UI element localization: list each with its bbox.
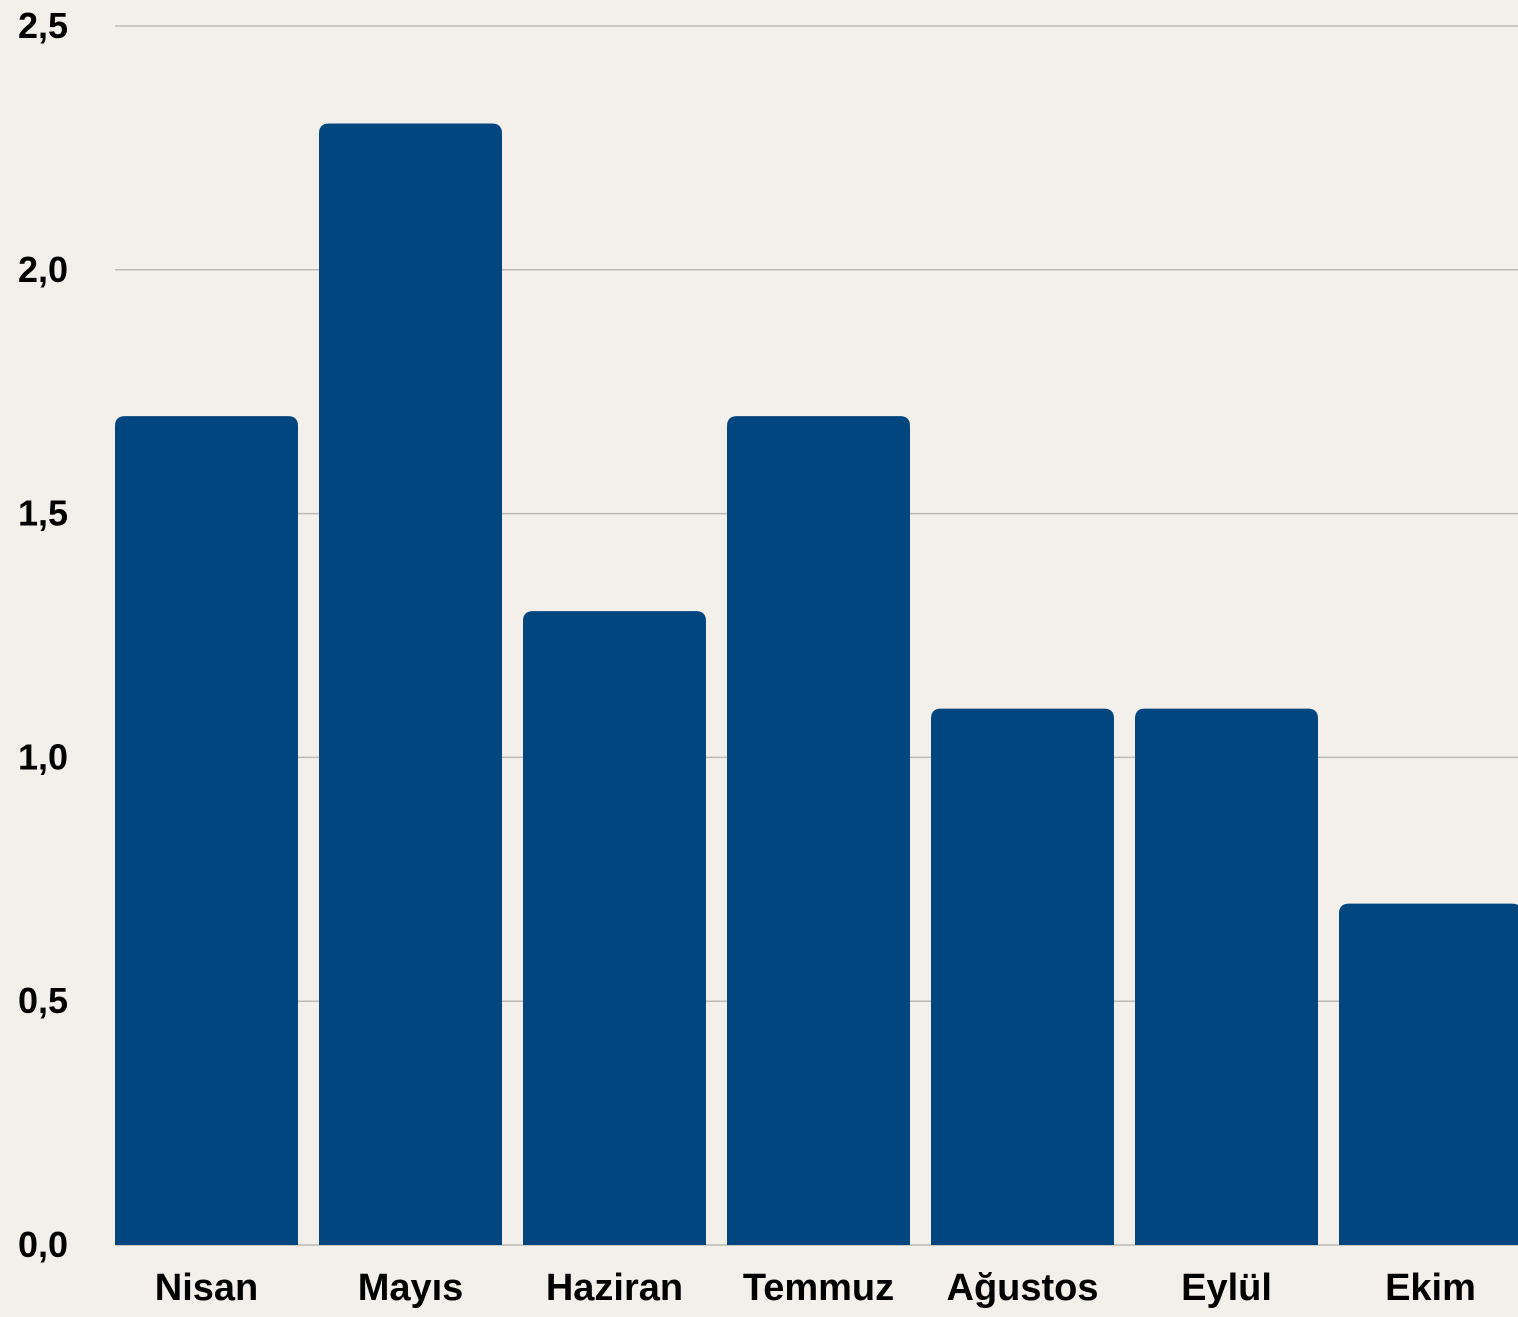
bar-mayıs <box>319 123 502 1245</box>
x-tick-label: Eylül <box>1181 1267 1272 1309</box>
y-tick-label: 0,5 <box>18 980 68 1021</box>
y-tick-label: 1,0 <box>18 736 68 777</box>
bars <box>115 123 1518 1246</box>
x-tick-label: Nisan <box>155 1267 258 1309</box>
x-axis-category-labels: Nisan Mayıs Haziran Temmuz Ağustos Eylül Ekim <box>155 1267 1476 1309</box>
y-axis-tick-labels: 0,0 0,5 1,0 1,5 2,0 2,5 <box>18 5 68 1265</box>
bar-haziran <box>523 611 706 1245</box>
y-tick-label: 2,5 <box>18 5 68 46</box>
x-tick-label: Ekim <box>1385 1267 1476 1309</box>
y-tick-label: 1,5 <box>18 493 68 534</box>
bar-nisan <box>115 416 298 1246</box>
x-tick-label: Haziran <box>546 1267 683 1309</box>
bar-ekim <box>1339 903 1518 1245</box>
x-tick-label: Mayıs <box>358 1267 464 1309</box>
x-tick-label: Ağustos <box>947 1267 1099 1309</box>
y-tick-label: 0,0 <box>18 1224 68 1265</box>
bar-ağustos <box>931 708 1114 1245</box>
bar-eylül <box>1135 708 1318 1245</box>
bar-temmuz <box>727 416 910 1246</box>
x-tick-label: Temmuz <box>743 1267 894 1309</box>
y-tick-label: 2,0 <box>18 249 68 290</box>
